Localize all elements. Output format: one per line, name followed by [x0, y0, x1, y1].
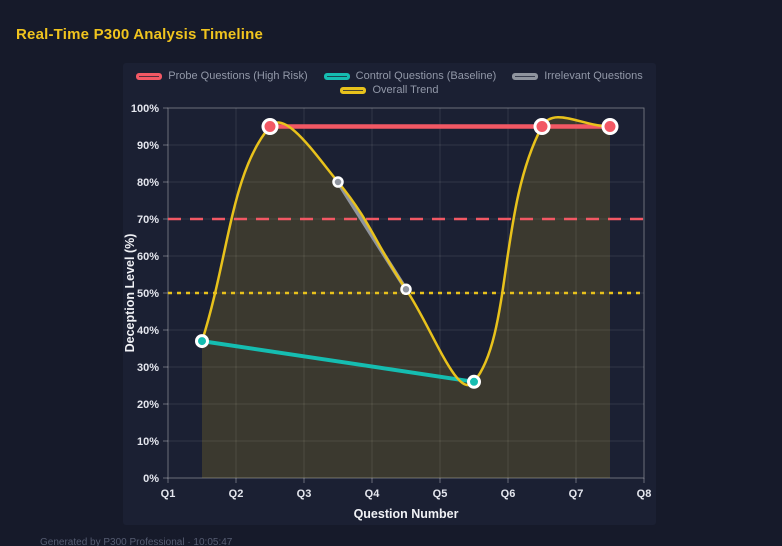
legend-swatch-icon	[136, 72, 163, 80]
x-tick-label: Q2	[229, 488, 244, 500]
x-tick-label: Q4	[365, 488, 381, 500]
legend-item-irrelevant-questions[interactable]: Irrelevant Questions	[512, 70, 643, 82]
legend-swatch-icon	[512, 72, 539, 80]
y-tick-label: 50%	[137, 288, 159, 300]
x-tick-label: Q1	[161, 488, 176, 500]
y-axis-title: Deception Level (%)	[123, 234, 137, 353]
y-tick-label: 80%	[137, 177, 159, 189]
x-axis-title: Question Number	[354, 507, 459, 521]
legend-label: Overall Trend	[372, 84, 439, 96]
legend-item-overall-trend[interactable]: Overall Trend	[340, 84, 439, 96]
page-title: Real-Time P300 Analysis Timeline	[16, 26, 264, 43]
x-tick-label: Q6	[501, 488, 516, 500]
y-tick-label: 10%	[137, 436, 159, 448]
data-point-probe-questions-high-risk[interactable]	[601, 118, 619, 135]
legend-label: Probe Questions (High Risk)	[168, 70, 308, 82]
legend-item-probe-questions-high-risk[interactable]: Probe Questions (High Risk)	[136, 70, 308, 82]
y-tick-label: 30%	[137, 362, 159, 374]
y-tick-label: 70%	[137, 214, 159, 226]
p300-analysis-chart: Q1 Q2 Q3 Q4 Q5 Q6 Q7 Q8 0% 10% 20% 30% 40% 50% 60% 70% 8…	[123, 103, 652, 521]
x-tick-label: Q5	[433, 488, 448, 500]
data-point-irrelevant-questions[interactable]	[400, 283, 412, 296]
data-point-irrelevant-questions[interactable]	[332, 176, 344, 188]
legend-label: Control Questions (Baseline)	[355, 70, 497, 82]
x-tick-label: Q3	[297, 488, 312, 500]
legend-row: Probe Questions (High Risk) Control Quest…	[136, 70, 643, 82]
y-tick-label: 60%	[137, 251, 159, 263]
data-point-control-questions-baseline[interactable]	[467, 374, 481, 389]
x-tick-label: Q7	[569, 488, 584, 500]
y-tick-label: 100%	[131, 103, 159, 115]
y-tick-label: 90%	[137, 140, 159, 152]
y-tick-label: 0%	[143, 473, 159, 485]
legend-swatch-icon	[340, 86, 367, 94]
y-tick-label: 20%	[137, 399, 159, 411]
x-tick-label: Q8	[637, 488, 652, 500]
data-point-probe-questions-high-risk[interactable]	[533, 118, 551, 135]
legend-row: Overall Trend	[340, 84, 439, 96]
data-point-control-questions-baseline[interactable]	[195, 334, 209, 349]
legend-label: Irrelevant Questions	[544, 70, 643, 82]
y-tick-label: 40%	[137, 325, 159, 337]
series-line-control-questions-baseline	[200, 339, 476, 384]
footer-note: Generated by P300 Professional · 10:05:4…	[40, 537, 233, 546]
legend-swatch-icon	[323, 72, 350, 80]
data-point-probe-questions-high-risk[interactable]	[261, 118, 279, 135]
legend-item-control-questions-baseline[interactable]: Control Questions (Baseline)	[323, 70, 497, 82]
chart-panel: Probe Questions (High Risk) Control Quest…	[123, 63, 656, 525]
chart-legend: Probe Questions (High Risk) Control Quest…	[123, 70, 656, 96]
trend-area-fill	[202, 117, 610, 478]
